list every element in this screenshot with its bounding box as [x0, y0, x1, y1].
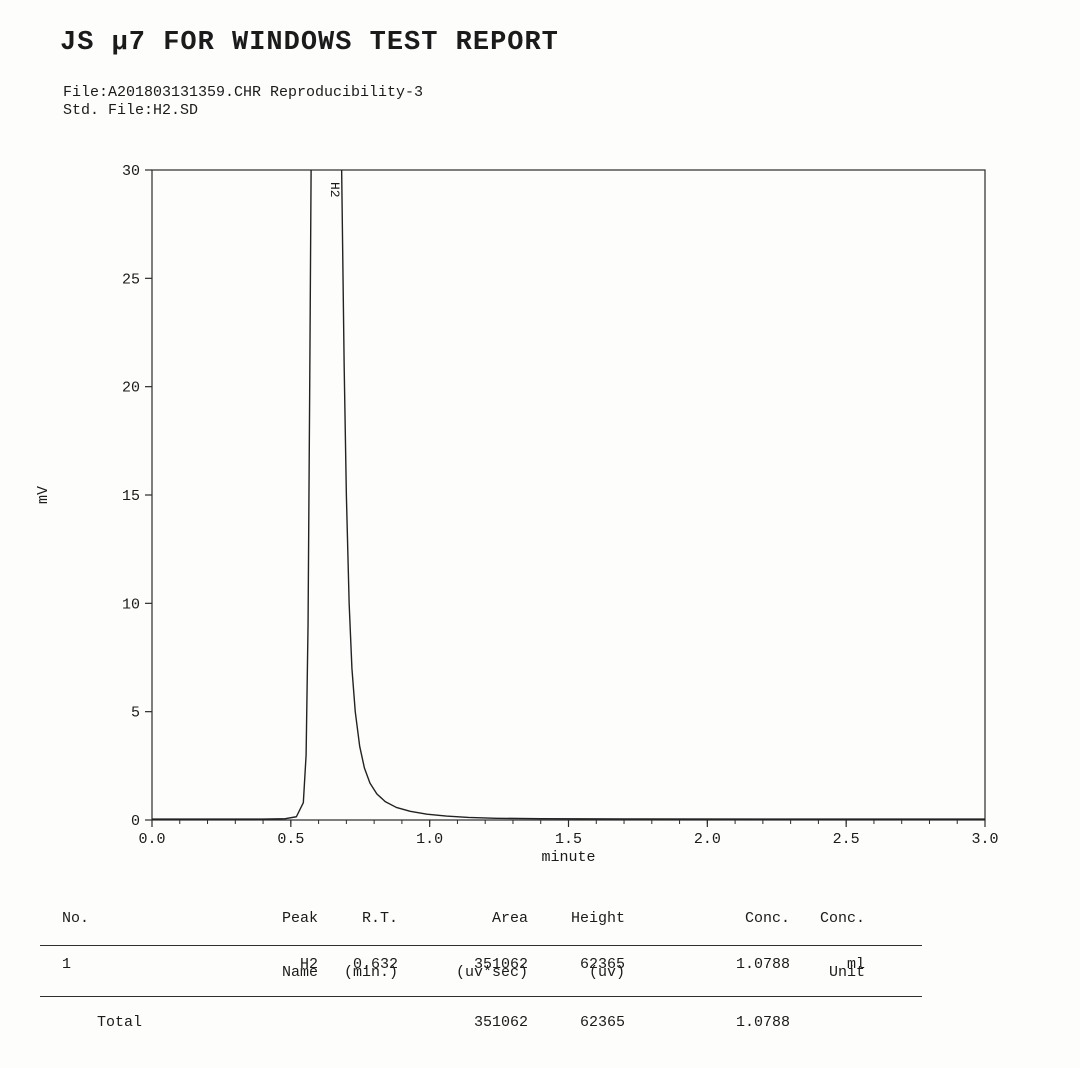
total-cell-no — [40, 1014, 95, 1032]
table-header-row: No. Peak Name R.T. (min.) Area (uv*sec) … — [40, 874, 865, 1018]
file-line: File:A201803131359.CHR Reproducibility-3 — [63, 84, 424, 101]
header-peak-name: Peak Name — [281, 910, 318, 981]
peak-label: H2 — [327, 182, 342, 198]
y-tick-label: 15 — [122, 488, 140, 505]
std-file-line: Std. File:H2.SD — [63, 102, 199, 119]
cell-height: 62365 — [579, 956, 625, 973]
cell-no: 1 — [62, 956, 72, 973]
y-tick-label: 25 — [122, 271, 140, 288]
cell-area: 351062 — [473, 956, 528, 973]
x-axis-label: minute — [541, 849, 595, 866]
cell-rt: 0.632 — [352, 956, 398, 973]
total-cell-rt — [318, 1014, 398, 1032]
table-total-row: Total 351062 62365 1.0788 — [40, 1014, 865, 1032]
y-tick-label: 30 — [122, 163, 140, 180]
total-label: Total — [97, 1014, 143, 1031]
header-conc: Conc. — [744, 910, 790, 927]
header-area: Area (uv*sec) — [455, 910, 528, 981]
total-cell-height: 62365 — [579, 1014, 625, 1031]
y-tick-label: 5 — [131, 705, 140, 722]
x-tick-label: 0.5 — [277, 831, 304, 848]
header-no: No. — [62, 910, 90, 927]
y-axis-label: mV — [35, 486, 52, 504]
table-rule-bottom — [40, 996, 922, 997]
cell-peak-name: H2 — [299, 956, 318, 973]
chromatogram-chart: 0.0 0.5 1.0 1.5 2.0 2.5 3.0 0 5 10 15 20 25 30 minute m… — [35, 163, 999, 866]
x-tick-label: 1.0 — [416, 831, 443, 848]
plot-frame — [151, 169, 986, 821]
x-tick-label: 3.0 — [971, 831, 998, 848]
total-cell-area: 351062 — [473, 1014, 528, 1031]
cell-conc: 1.0788 — [735, 956, 790, 973]
total-cell-conc: 1.0788 — [735, 1014, 790, 1031]
header-conc-unit: Conc. Unit — [819, 910, 865, 981]
x-tick-label: 0.0 — [138, 831, 165, 848]
signal-trace — [152, 170, 985, 820]
y-tick-label: 20 — [122, 380, 140, 397]
header-rt: R.T. (min.) — [343, 910, 398, 981]
report-title: JS μ7 FOR WINDOWS TEST REPORT — [60, 28, 559, 58]
table-row: 1 H2 0.632 351062 62365 1.0788 ml — [40, 956, 865, 974]
x-tick-label: 2.5 — [833, 831, 860, 848]
table-rule-top — [40, 945, 922, 946]
y-tick-label: 0 — [131, 813, 140, 830]
cell-conc-unit: ml — [846, 956, 865, 973]
total-cell-unit — [790, 1014, 865, 1032]
header-height: Height (uv) — [570, 910, 625, 981]
y-tick-label: 10 — [122, 596, 140, 613]
x-tick-label: 1.5 — [555, 831, 582, 848]
x-tick-label: 2.0 — [694, 831, 721, 848]
